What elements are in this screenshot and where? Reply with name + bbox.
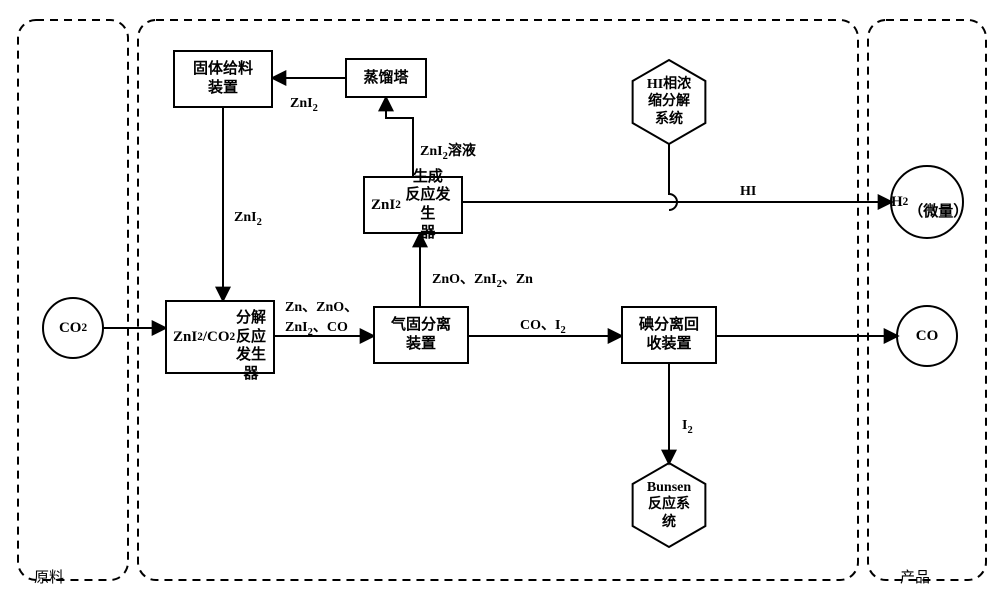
edge-label-9: ZnI2: [234, 210, 262, 226]
node-label-bunsen: Bunsen反应系统: [627, 463, 711, 547]
edge-7: [386, 98, 413, 176]
group-label-feed: 原料: [34, 566, 64, 587]
node-label-hi_sys: HI相浓缩分解系统: [627, 60, 711, 144]
group-box-feed: [18, 20, 128, 580]
group-label-product: 产品: [900, 566, 930, 587]
group-box-product: [868, 20, 986, 580]
node-h2_out: [891, 166, 963, 238]
edge-11: [669, 144, 677, 210]
node-co_out: [897, 306, 957, 366]
edge-label-10: HI: [740, 184, 756, 200]
node-zni2gen: ZnI2生成反应发生器: [363, 176, 463, 234]
node-label-co2_in: CO2: [43, 298, 103, 358]
node-bunsen: [633, 463, 706, 547]
diagram-canvas: [0, 0, 1000, 611]
node-feeder: 固体给料装置: [173, 50, 273, 108]
node-iodine: 碘分离回收装置: [621, 306, 717, 364]
edge-label-7: ZnI2溶液: [420, 140, 476, 160]
node-label-co_out: CO: [897, 306, 957, 366]
node-decomp: ZnI2/CO2分解反应发生器: [165, 300, 275, 374]
edge-label-2: CO、I2: [520, 314, 566, 334]
node-dist: 蒸馏塔: [345, 58, 427, 98]
edge-label-1: Zn、ZnO、ZnI2、CO: [285, 296, 358, 336]
node-hi_sys: [633, 60, 706, 144]
node-co2_in: [43, 298, 103, 358]
edge-label-12: I2: [682, 418, 693, 434]
node-label-h2_out: H2（微量）: [891, 166, 963, 238]
diagram-stage: 原料 产品 CO2 H2（微量） CO 固体给料装置 蒸馏塔 ZnI2生成反应发生器 ZnI2/…: [0, 0, 1000, 611]
edge-label-8: ZnI2: [290, 96, 318, 112]
edge-label-6: ZnO、ZnI2、Zn: [432, 268, 533, 288]
node-gassep: 气固分离装置: [373, 306, 469, 364]
